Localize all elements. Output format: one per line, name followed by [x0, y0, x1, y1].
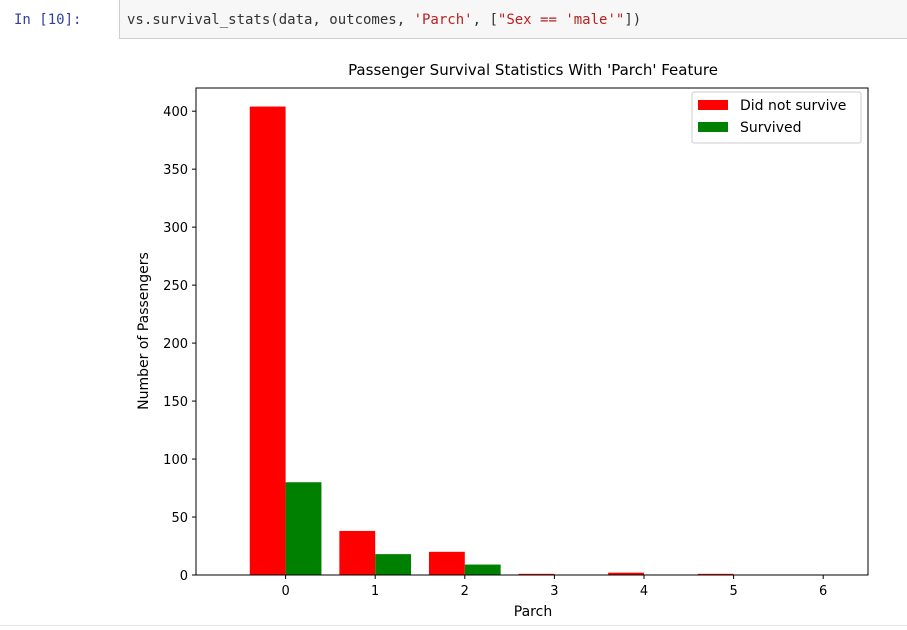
bar-survived-1: [375, 554, 411, 575]
survival-bar-chart: Passenger Survival Statistics With 'Parc…: [0, 40, 907, 626]
y-tick-label: 0: [180, 569, 188, 584]
code-close: ]): [624, 12, 641, 28]
x-tick-label: 6: [819, 584, 827, 599]
legend-label-survived: Survived: [740, 120, 801, 136]
legend-swatch-did-not-survive: [698, 100, 728, 110]
y-tick-label: 50: [171, 511, 188, 526]
y-tick-label: 350: [163, 163, 188, 178]
x-tick-label: 3: [550, 584, 558, 599]
code-line: vs.survival_stats(data, outcomes, 'Parch…: [127, 8, 641, 32]
bar-did-not-survive-0: [250, 107, 286, 575]
bar-survived-2: [465, 565, 501, 575]
x-tick-label: 2: [461, 584, 469, 599]
y-axis-label: Number of Passengers: [136, 252, 152, 410]
y-tick-label: 150: [163, 395, 188, 410]
x-tick-label: 1: [371, 584, 379, 599]
code-function-call: vs.survival_stats(data, outcomes,: [127, 12, 414, 28]
x-tick-label: 5: [729, 584, 737, 599]
code-input-cell[interactable]: vs.survival_stats(data, outcomes, 'Parch…: [119, 0, 907, 39]
code-string-feature: 'Parch': [414, 12, 473, 28]
bar-did-not-survive-1: [339, 531, 375, 575]
bar-survived-0: [286, 482, 322, 575]
y-tick-label: 100: [163, 453, 188, 468]
y-tick-label: 300: [163, 221, 188, 236]
x-tick-label: 0: [281, 584, 289, 599]
y-tick-label: 250: [163, 279, 188, 294]
bar-did-not-survive-2: [429, 552, 465, 575]
legend-swatch-survived: [698, 122, 728, 132]
chart-title: Passenger Survival Statistics With 'Parc…: [348, 61, 718, 79]
y-tick-label: 200: [163, 337, 188, 352]
legend: Did not survive Survived: [692, 92, 861, 143]
cell-prompt: In [10]:: [14, 8, 81, 32]
cell-output: Passenger Survival Statistics With 'Parc…: [0, 40, 907, 626]
legend-label-did-not-survive: Did not survive: [740, 98, 846, 114]
x-axis-label: Parch: [514, 604, 552, 620]
code-bracket: , [: [473, 12, 498, 28]
y-tick-label: 400: [163, 105, 188, 120]
code-string-filter: "Sex == 'male'": [498, 12, 624, 28]
x-tick-label: 4: [640, 584, 648, 599]
